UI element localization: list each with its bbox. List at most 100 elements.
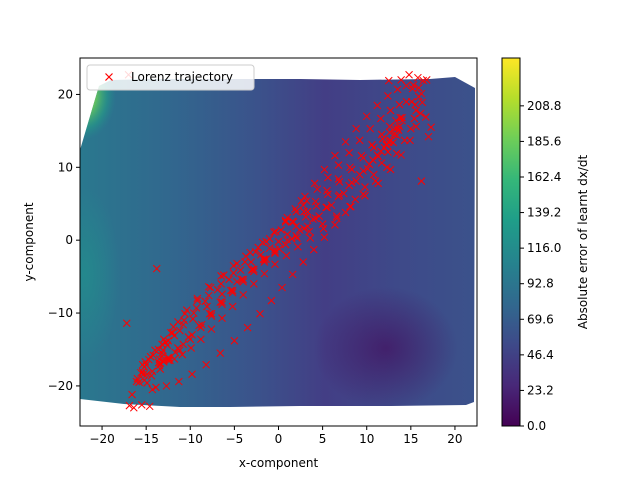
- trajectory-point: [169, 323, 178, 331]
- trajectory-point: [271, 260, 279, 269]
- trajectory-point: [164, 336, 173, 345]
- heatmap-dark-lobe: [230, 200, 470, 406]
- trajectory-point: [393, 85, 402, 94]
- trajectory-point: [154, 345, 163, 354]
- x-tick-label: 5: [319, 432, 327, 446]
- trajectory-point: [179, 340, 188, 349]
- trajectory-point: [249, 265, 258, 274]
- trajectory-point: [373, 151, 382, 159]
- trajectory-point: [416, 109, 425, 118]
- trajectory-point: [219, 271, 228, 280]
- trajectory-point: [346, 202, 354, 211]
- trajectory-point: [189, 315, 197, 323]
- colorbar-tick-label: 116.0: [527, 241, 561, 255]
- x-tick-label: −5: [226, 432, 244, 446]
- trajectory-point: [181, 309, 189, 318]
- trajectory-point: [323, 203, 331, 212]
- trajectory-point: [188, 370, 196, 379]
- trajectory-point: [228, 286, 237, 295]
- trajectory-point: [133, 374, 142, 383]
- trajectory-point: [300, 224, 308, 233]
- trajectory-point: [188, 331, 196, 339]
- trajectory-point: [225, 275, 233, 284]
- trajectory-point: [201, 297, 210, 306]
- trajectory-point: [332, 214, 341, 223]
- trajectory-point: [385, 122, 394, 131]
- trajectory-point: [331, 151, 339, 160]
- trajectory-point: [125, 401, 134, 410]
- trajectory-point: [197, 320, 206, 329]
- trajectory-point: [288, 270, 297, 279]
- trajectory-point: [239, 290, 248, 299]
- trajectory-point: [170, 355, 179, 363]
- trajectory-point: [309, 215, 317, 223]
- legend: Lorenz trajectory: [86, 64, 255, 91]
- trajectory-point: [339, 189, 348, 198]
- trajectory-point: [332, 212, 341, 220]
- trajectory-points: [122, 70, 435, 412]
- trajectory-point: [204, 282, 213, 291]
- trajectory-point: [243, 323, 252, 332]
- trajectory-point: [265, 234, 274, 243]
- trajectory-point: [274, 237, 283, 246]
- trajectory-point: [283, 213, 292, 222]
- trajectory-point: [229, 261, 238, 270]
- trajectory-point: [365, 160, 374, 169]
- trajectory-point: [289, 218, 298, 226]
- trajectory-point: [322, 203, 330, 212]
- trajectory-point: [334, 161, 343, 169]
- y-tick-label: 0: [65, 233, 73, 247]
- trajectory-point: [281, 240, 290, 249]
- trajectory-point: [377, 159, 386, 167]
- trajectory-point: [164, 353, 173, 362]
- trajectory-point: [334, 192, 343, 201]
- trajectory-point: [248, 266, 256, 274]
- trajectory-point: [377, 130, 386, 139]
- trajectory-point: [248, 265, 256, 274]
- trajectory-point: [193, 296, 202, 305]
- trajectory-point: [311, 197, 320, 206]
- trajectory-point: [207, 325, 216, 333]
- trajectory-point: [408, 84, 417, 93]
- trajectory-point: [175, 326, 184, 335]
- colorbar-tick-label: 23.2: [527, 383, 554, 397]
- trajectory-point: [363, 164, 372, 173]
- trajectory-point: [395, 122, 404, 131]
- colorbar-tick-label: 185.6: [527, 134, 561, 148]
- trajectory-point: [310, 179, 319, 188]
- trajectory-point: [192, 304, 201, 312]
- trajectory-point: [180, 316, 188, 325]
- trajectory-point: [320, 165, 329, 174]
- trajectory-point: [258, 238, 267, 247]
- trajectory-point: [397, 76, 405, 84]
- trajectory-point: [384, 92, 392, 100]
- trajectory-point: [341, 137, 350, 146]
- trajectory-point: [352, 177, 360, 186]
- colorbar-label: Absolute error of learnt dx/dt: [576, 154, 590, 329]
- trajectory-point: [383, 163, 391, 172]
- trajectory-point: [171, 348, 180, 357]
- trajectory-point: [355, 170, 364, 179]
- trajectory-point: [295, 226, 304, 234]
- trajectory-point: [182, 306, 191, 314]
- trajectory-point: [271, 227, 280, 236]
- trajectory-point: [218, 314, 226, 323]
- trajectory-point: [281, 218, 290, 226]
- trajectory-point: [384, 148, 392, 156]
- trajectory-point: [391, 116, 400, 125]
- trajectory-point: [229, 269, 238, 277]
- trajectory-point: [217, 272, 226, 280]
- trajectory-point: [351, 195, 360, 204]
- colorbar-tick-label: 208.8: [527, 99, 561, 113]
- x-tick-label: −15: [134, 432, 159, 446]
- trajectory-point: [292, 231, 300, 240]
- x-tick-label: 10: [359, 432, 374, 446]
- trajectory-point: [320, 233, 329, 242]
- trajectory-point: [400, 136, 409, 145]
- trajectory-point: [324, 173, 332, 182]
- trajectory-point: [239, 275, 248, 284]
- x-axis-label: x-component: [239, 456, 319, 470]
- trajectory-point: [369, 170, 378, 179]
- trajectory-point: [385, 128, 394, 137]
